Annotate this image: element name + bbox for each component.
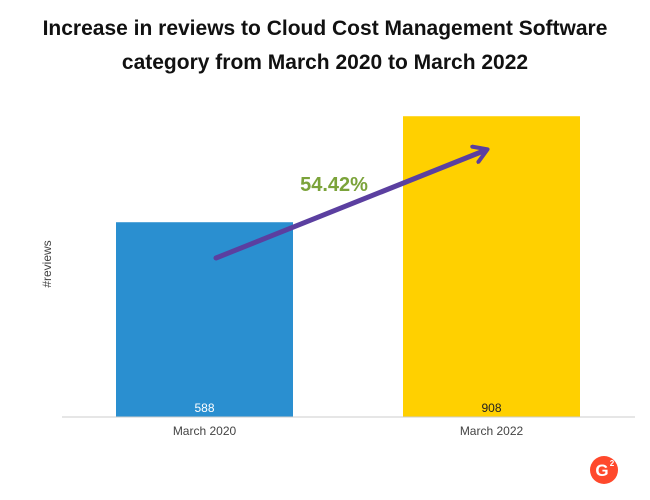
g2-logo-superscript: 2 <box>610 459 615 468</box>
x-tick-label-2: March 2022 <box>460 424 524 438</box>
g2-logo-circle <box>590 456 618 484</box>
bar-value-label-1: 588 <box>194 401 214 415</box>
growth-arrow <box>213 150 486 261</box>
y-axis-label: #reviews <box>40 240 54 287</box>
chart-title-line-1: Increase in reviews to Cloud Cost Manage… <box>42 17 608 40</box>
bar-1 <box>116 222 293 417</box>
x-tick-label-1: March 2020 <box>173 424 237 438</box>
g2-logo: G 2 <box>590 456 618 484</box>
bar-value-label-2: 908 <box>481 401 501 415</box>
bar-2 <box>403 116 580 417</box>
g2-logo-letter: G <box>595 461 608 480</box>
growth-annotation: 54.42% <box>300 174 368 196</box>
chart-title-line-2: category from March 2020 to March 2022 <box>121 51 529 74</box>
chart-title: Increase in reviews to Cloud Cost Manage… <box>0 12 650 80</box>
